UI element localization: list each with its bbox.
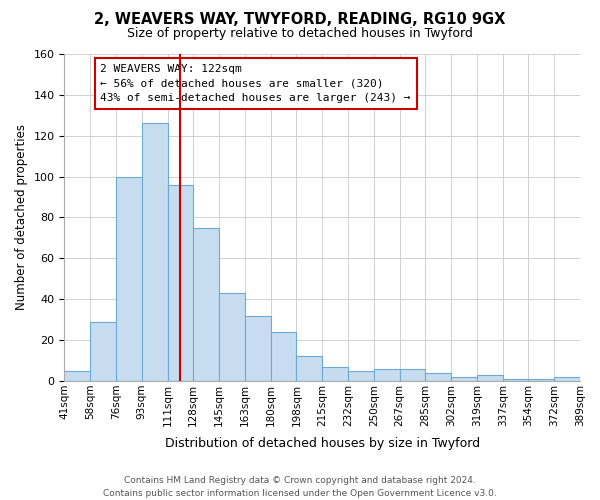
X-axis label: Distribution of detached houses by size in Twyford: Distribution of detached houses by size … bbox=[164, 437, 480, 450]
Text: 2, WEAVERS WAY, TWYFORD, READING, RG10 9GX: 2, WEAVERS WAY, TWYFORD, READING, RG10 9… bbox=[94, 12, 506, 28]
Bar bbox=[142, 124, 167, 381]
Y-axis label: Number of detached properties: Number of detached properties bbox=[15, 124, 28, 310]
Bar bbox=[193, 228, 219, 381]
Bar bbox=[554, 377, 580, 381]
Bar bbox=[503, 379, 529, 381]
Bar bbox=[167, 185, 193, 381]
Bar bbox=[90, 322, 116, 381]
Text: 2 WEAVERS WAY: 122sqm
← 56% of detached houses are smaller (320)
43% of semi-det: 2 WEAVERS WAY: 122sqm ← 56% of detached … bbox=[100, 64, 411, 104]
Bar bbox=[374, 368, 400, 381]
Bar bbox=[348, 371, 374, 381]
Bar bbox=[219, 293, 245, 381]
Text: Size of property relative to detached houses in Twyford: Size of property relative to detached ho… bbox=[127, 28, 473, 40]
Bar bbox=[529, 379, 554, 381]
Bar bbox=[322, 366, 348, 381]
Bar bbox=[296, 356, 322, 381]
Bar bbox=[245, 316, 271, 381]
Bar bbox=[451, 377, 477, 381]
Bar bbox=[477, 375, 503, 381]
Bar bbox=[271, 332, 296, 381]
Bar bbox=[400, 368, 425, 381]
Bar bbox=[64, 371, 90, 381]
Bar bbox=[116, 176, 142, 381]
Bar bbox=[425, 373, 451, 381]
Text: Contains HM Land Registry data © Crown copyright and database right 2024.
Contai: Contains HM Land Registry data © Crown c… bbox=[103, 476, 497, 498]
